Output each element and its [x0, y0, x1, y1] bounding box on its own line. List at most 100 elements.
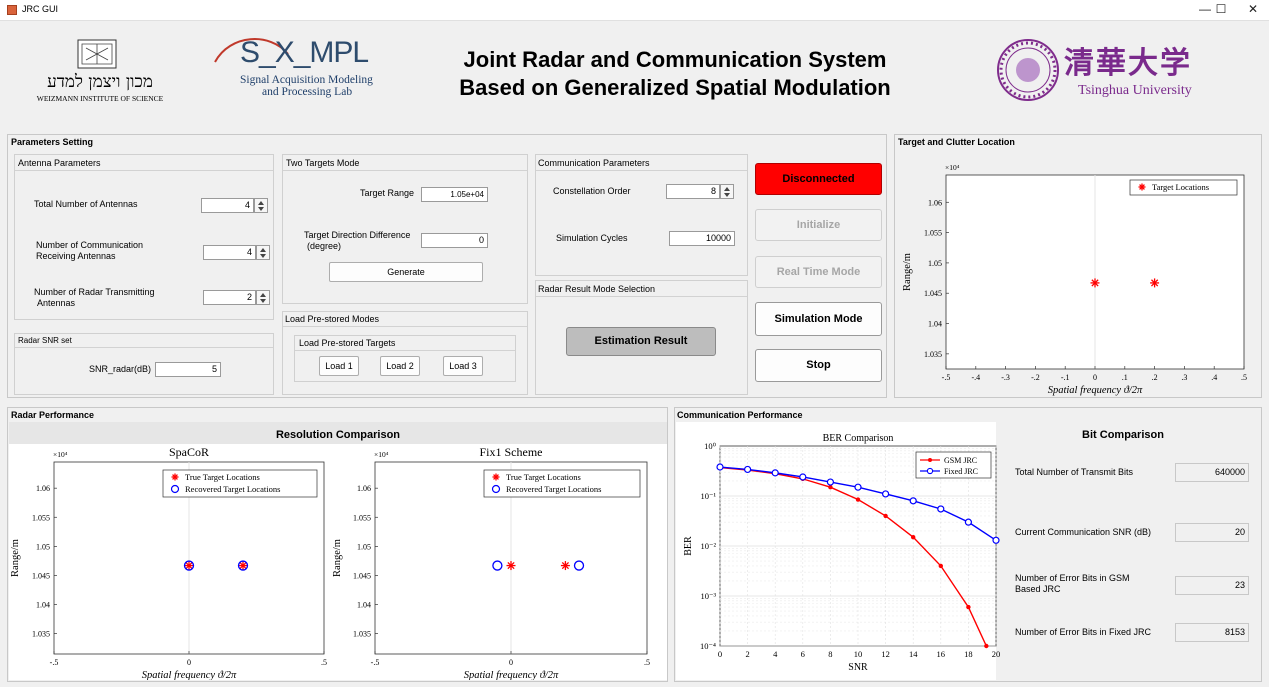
realtime-mode-button[interactable]: Real Time Mode: [755, 256, 882, 288]
simulation-mode-button[interactable]: Simulation Mode: [755, 302, 882, 336]
ber-chart: 0 2 4 6 8 10 12 14 16 18 20 10⁰ 10⁻¹ 10⁻² 10⁻³ 10⁻⁴ BER …: [683, 433, 1000, 673]
x-tick-label: .5: [1241, 373, 1247, 382]
generate-button[interactable]: Generate: [329, 262, 483, 282]
fixed-point-marker: [799, 473, 807, 481]
snr-radar-field[interactable]: 5: [155, 362, 221, 377]
gsm-point-marker: [966, 604, 971, 610]
radar-performance-title: Radar Performance: [11, 410, 95, 420]
prestored-inner-title: Load Pre-stored Targets: [299, 338, 396, 348]
direction-difference-field[interactable]: 0: [421, 233, 488, 248]
disconnected-button[interactable]: Disconnected: [755, 163, 882, 195]
legend-circle-icon: [491, 484, 501, 494]
radar-snr-divider: [15, 347, 273, 348]
true-target-marker: [1090, 278, 1100, 288]
y-tick-label: 1.06: [36, 484, 50, 493]
x-tick-label: -.5: [371, 658, 380, 667]
initialize-button[interactable]: Initialize: [755, 209, 882, 241]
x-axis-label: Spatial frequency ϑ/2π: [464, 670, 559, 680]
direction-difference-label-line2: (degree): [307, 241, 342, 251]
spinner-up-icon[interactable]: [258, 201, 264, 205]
x-tick-label: 4: [773, 649, 778, 659]
comm-params-panel: [535, 154, 748, 276]
y-axis-label: Range/m: [902, 253, 913, 291]
resolution-comparison-title: Resolution Comparison: [275, 429, 401, 441]
target-range-field[interactable]: 1.05e+04: [421, 187, 488, 202]
asterisk-stroke: [172, 474, 178, 480]
sampl-swoosh-icon: [214, 38, 289, 63]
snr-radar-label: SNR_radar(dB): [89, 364, 152, 374]
gsm-point-marker: [984, 643, 989, 649]
comm-antennas-label-line1: Number of Communication: [36, 240, 144, 250]
y-tick-label: 1.055: [353, 513, 371, 522]
y-axis-label: Range/m: [332, 539, 343, 577]
cycles-field[interactable]: 10000: [669, 231, 735, 246]
fixed-error-bits-field: 8153: [1175, 623, 1249, 642]
x-tick-label: -.5: [50, 658, 59, 667]
spinner-down-icon[interactable]: [260, 254, 266, 258]
load3-button[interactable]: Load 3: [443, 356, 483, 376]
y-tick-label: 1.05: [357, 542, 371, 551]
weizmann-english: WEIZMANN INSTITUTE OF SCIENCE: [36, 94, 164, 103]
close-button[interactable]: ✕: [1247, 2, 1259, 16]
y-axis-label: BER: [683, 536, 694, 556]
y-tick-label: 1.035: [32, 630, 50, 639]
target-clutter-title: Target and Clutter Location: [898, 137, 1015, 147]
sampl-line1: Signal Acquisition Modeling: [240, 74, 373, 86]
stop-button[interactable]: Stop: [755, 349, 882, 382]
radar-antennas-spinner[interactable]: [256, 290, 270, 305]
fixed-point-marker: [771, 469, 779, 477]
y-tick-label: 10⁻⁴: [700, 641, 716, 651]
x-tick-label: 2: [745, 649, 749, 659]
comm-antennas-spinner[interactable]: [256, 245, 270, 260]
matlab-app-icon: [7, 5, 17, 15]
y-tick-label: 1.04: [36, 601, 50, 610]
legend-box: [483, 469, 641, 498]
fixed-error-bits-label: Number of Error Bits in Fixed JRC: [1015, 627, 1152, 637]
radar-antennas-label-line2: Antennas: [37, 298, 76, 308]
load1-button[interactable]: Load 1: [319, 356, 359, 376]
fix1-chart: -.5 0 .5 1.035 1.04 1.045 1.05 1.055 1.06 ×10⁴ Spa…: [332, 445, 650, 680]
comm-snr-field: 20: [1175, 523, 1249, 542]
x-tick-label: .2: [1152, 373, 1158, 382]
radar-antennas-label: Number of Radar Transmitting Antennas: [34, 287, 155, 309]
spinner-up-icon[interactable]: [260, 248, 266, 252]
legend-box: [162, 469, 318, 498]
comm-params-divider: [536, 170, 747, 171]
y-tick-label: 10⁻²: [700, 541, 716, 551]
load2-button[interactable]: Load 2: [380, 356, 420, 376]
spinner-up-icon[interactable]: [724, 187, 730, 191]
radar-snr-panel: [14, 333, 274, 395]
sampl-logo-text: S_X_MPL: [240, 36, 369, 69]
constellation-spinner[interactable]: [720, 184, 734, 199]
spinner-down-icon[interactable]: [724, 193, 730, 197]
minimize-button[interactable]: —: [1199, 2, 1211, 16]
y-tick-label: 1.035: [353, 630, 371, 639]
total-antennas-spinner[interactable]: [254, 198, 268, 213]
constellation-label: Constellation Order: [553, 186, 631, 196]
estimation-result-button[interactable]: Estimation Result: [566, 327, 716, 356]
spacor-chart: -.5 0 .5 1.035 1.04 1.045 1.05 1.055 1.06 ×10⁴ Spa…: [10, 445, 327, 680]
parameters-title: Parameters Setting: [11, 137, 94, 147]
total-antennas-field[interactable]: 4: [201, 198, 254, 213]
radar-antennas-field[interactable]: 2: [203, 290, 256, 305]
two-targets-divider: [283, 170, 527, 171]
true-target-marker: [560, 561, 570, 571]
fixed-point-marker: [826, 478, 834, 486]
asterisk-stroke: [507, 561, 515, 570]
y-tick-label: 10⁻¹: [700, 491, 716, 501]
spinner-down-icon[interactable]: [260, 299, 266, 303]
x-tick-label: -.5: [942, 373, 951, 382]
gsm-point-marker: [855, 497, 861, 502]
weizmann-logo: מכון ויצמן למדע WEIZMANN INSTITUTE OF SC…: [30, 38, 170, 108]
legend-circle-icon: [170, 484, 180, 494]
gsm-error-bits-label-line1: Number of Error Bits in GSM: [1015, 573, 1130, 583]
maximize-button[interactable]: ☐: [1215, 2, 1227, 16]
y-tick-label: 10⁻³: [700, 591, 716, 601]
constellation-field[interactable]: 8: [666, 184, 720, 199]
radar-snr-title: Radar SNR set: [18, 336, 72, 345]
direction-difference-label-line1: Target Direction Difference: [304, 230, 411, 240]
spinner-up-icon[interactable]: [260, 293, 266, 297]
total-antennas-label: Total Number of Antennas: [34, 199, 138, 209]
comm-antennas-field[interactable]: 4: [203, 245, 256, 260]
spinner-down-icon[interactable]: [258, 207, 264, 211]
